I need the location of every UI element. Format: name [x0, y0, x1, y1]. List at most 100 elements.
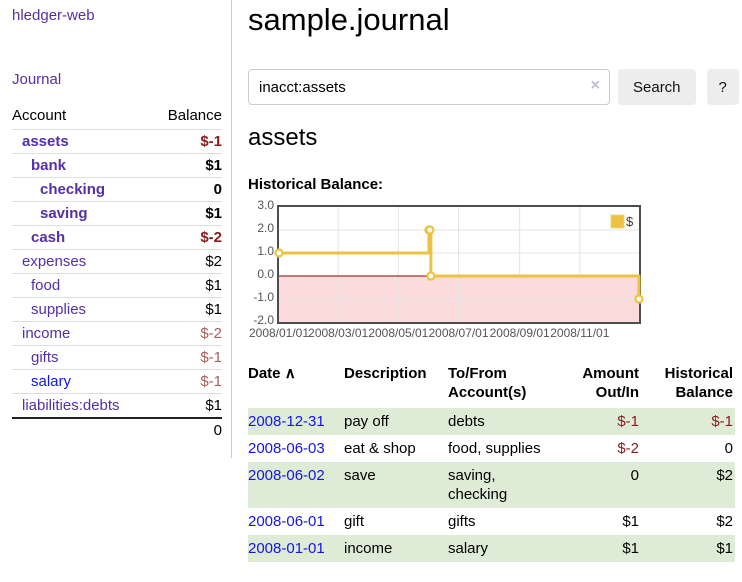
transaction-date-link[interactable]: 2008-06-02: [248, 467, 325, 484]
account-balance: $1: [151, 297, 222, 322]
transaction-balance: $2: [716, 513, 733, 530]
balance-column-header: Historical Balance: [664, 365, 733, 401]
transaction-date-cell: 2008-06-01: [248, 508, 344, 535]
account-tree-body: assets $-1 bank $1 checking 0 saving $1 cash $-2 e…: [12, 129, 222, 442]
clear-search-icon[interactable]: ×: [590, 77, 600, 94]
transaction-date-cell: 2008-06-03: [248, 435, 344, 462]
date-column-header[interactable]: Date ∧: [248, 365, 296, 382]
x-axis-tick-label: 2008/01/01: [248, 326, 310, 340]
account-balance: $-2: [151, 225, 222, 250]
transaction-row: 2008-06-03 eat & shop food, supplies $-2 0: [248, 435, 735, 462]
historical-balance-chart: 3.0 2.0 1.0 0.0 -1.0 -2.0 $ 2008/01/01 2008/03…: [248, 198, 648, 351]
sidebar-item-journal[interactable]: Journal: [12, 71, 62, 88]
account-name-cell: expenses: [12, 249, 152, 274]
sidebar-account-link[interactable]: salary: [31, 373, 72, 390]
account-tree-table: Account Balance assets $-1 bank $1 checking 0…: [12, 103, 222, 442]
search-button[interactable]: Search: [618, 69, 696, 105]
y-axis-tick-label: -2.0: [253, 313, 274, 327]
account-name-cell: bank: [12, 153, 152, 178]
account-name-cell: gifts: [12, 345, 152, 370]
account-page-title: assets: [248, 124, 318, 151]
sidebar-account-link[interactable]: liabilities:debts: [22, 397, 120, 414]
transaction-description: eat & shop: [344, 440, 416, 457]
transaction-date-link[interactable]: 2008-01-01: [248, 540, 325, 557]
transaction-date-cell: 2008-06-02: [248, 462, 344, 508]
account-row: cash $-2: [12, 225, 222, 250]
transaction-accounts: food, supplies: [448, 440, 541, 457]
description-column-header: Description: [344, 365, 427, 382]
transaction-date-link[interactable]: 2008-12-31: [248, 413, 325, 430]
transaction-description: pay off: [344, 413, 389, 430]
sidebar-account-link[interactable]: saving: [40, 205, 88, 222]
chart-data-point: [274, 248, 284, 258]
sidebar-account-link[interactable]: checking: [40, 181, 106, 198]
search-input[interactable]: [248, 69, 610, 105]
account-row: bank $1: [12, 153, 222, 178]
account-name-cell: liabilities:debts: [12, 393, 152, 418]
account-row: gifts $-1: [12, 345, 222, 370]
account-name-cell: food: [12, 273, 152, 298]
sidebar-account-link[interactable]: food: [31, 277, 61, 294]
transaction-date-cell: 2008-01-01: [248, 535, 344, 562]
transaction-date-link[interactable]: 2008-06-01: [248, 513, 325, 530]
sidebar: hledger-web Journal Account Balance asse…: [0, 0, 232, 458]
transaction-date-link[interactable]: 2008-06-03: [248, 440, 325, 457]
register-body: 2008-12-31 pay off debts $-1 $-1 2008-06-03 ea…: [248, 408, 735, 562]
sidebar-account-link[interactable]: cash: [31, 229, 66, 246]
transaction-row: 2008-01-01 income salary $1 $1: [248, 535, 735, 562]
sort-ascending-icon: ∧: [284, 365, 296, 382]
account-row: expenses $2: [12, 249, 222, 274]
transaction-accounts: salary: [448, 540, 489, 557]
transaction-accounts: gifts: [448, 513, 476, 530]
y-axis-tick-label: -1.0: [253, 290, 274, 304]
y-axis-tick-label: 2.0: [257, 221, 274, 235]
total-empty-cell: [12, 417, 152, 442]
x-axis-tick-label: 2008/03/01: [308, 326, 369, 340]
chart-data-point: [425, 225, 435, 235]
account-balance: $-2: [151, 321, 222, 346]
transaction-amount: $-1: [617, 413, 639, 430]
x-axis-tick-label: 2008/05/01: [368, 326, 429, 340]
sidebar-account-link[interactable]: gifts: [31, 349, 59, 366]
help-button[interactable]: ?: [706, 69, 739, 105]
sidebar-account-link[interactable]: income: [22, 325, 71, 342]
x-axis-tick-label: 2008/09/01: [489, 326, 550, 340]
chart-data-point: [426, 271, 436, 281]
account-balance: $1: [151, 273, 222, 298]
account-balance: 0: [151, 177, 222, 202]
transaction-amount: 0: [630, 467, 639, 484]
account-balance: $-1: [151, 345, 222, 370]
balance-column-header: Balance: [167, 107, 222, 124]
chart-title: Historical Balance:: [248, 176, 384, 193]
account-row: checking 0: [12, 177, 222, 202]
transaction-balance: $1: [716, 540, 733, 557]
transaction-row: 2008-06-01 gift gifts $1 $2: [248, 508, 735, 535]
account-name-cell: saving: [12, 201, 152, 226]
sidebar-account-link[interactable]: supplies: [31, 301, 87, 318]
app-brand-link[interactable]: hledger-web: [12, 7, 95, 24]
transaction-balance: $2: [716, 467, 733, 484]
transaction-amount: $-2: [617, 440, 639, 457]
x-axis-tick-label: 2008/07/01: [428, 326, 489, 340]
sidebar-account-link[interactable]: bank: [31, 157, 67, 174]
account-balance: $1: [151, 153, 222, 178]
transaction-description: gift: [344, 513, 365, 530]
account-balance: $2: [151, 249, 222, 274]
y-axis-tick-label: 0.0: [257, 267, 274, 281]
accounts-column-header: To/From Account(s): [448, 365, 527, 401]
account-name-cell: cash: [12, 225, 152, 250]
transaction-amount: $1: [622, 513, 639, 530]
y-axis-tick-label: 1.0: [257, 244, 274, 258]
register-header-row: Date ∧ Description To/From Account(s) Am…: [248, 360, 735, 408]
chart-legend-label: $: [626, 214, 634, 229]
sidebar-account-link[interactable]: assets: [22, 133, 69, 150]
sidebar-account-link[interactable]: expenses: [22, 253, 87, 270]
transaction-description: save: [344, 467, 376, 484]
y-axis-tick-label: 3.0: [257, 198, 274, 212]
account-total-row: 0: [12, 417, 222, 442]
account-row: liabilities:debts $1: [12, 393, 222, 418]
account-name-cell: assets: [12, 129, 152, 154]
account-name-cell: salary: [12, 369, 152, 394]
transaction-balance: 0: [724, 440, 733, 457]
search-input-box: ×: [248, 69, 610, 105]
